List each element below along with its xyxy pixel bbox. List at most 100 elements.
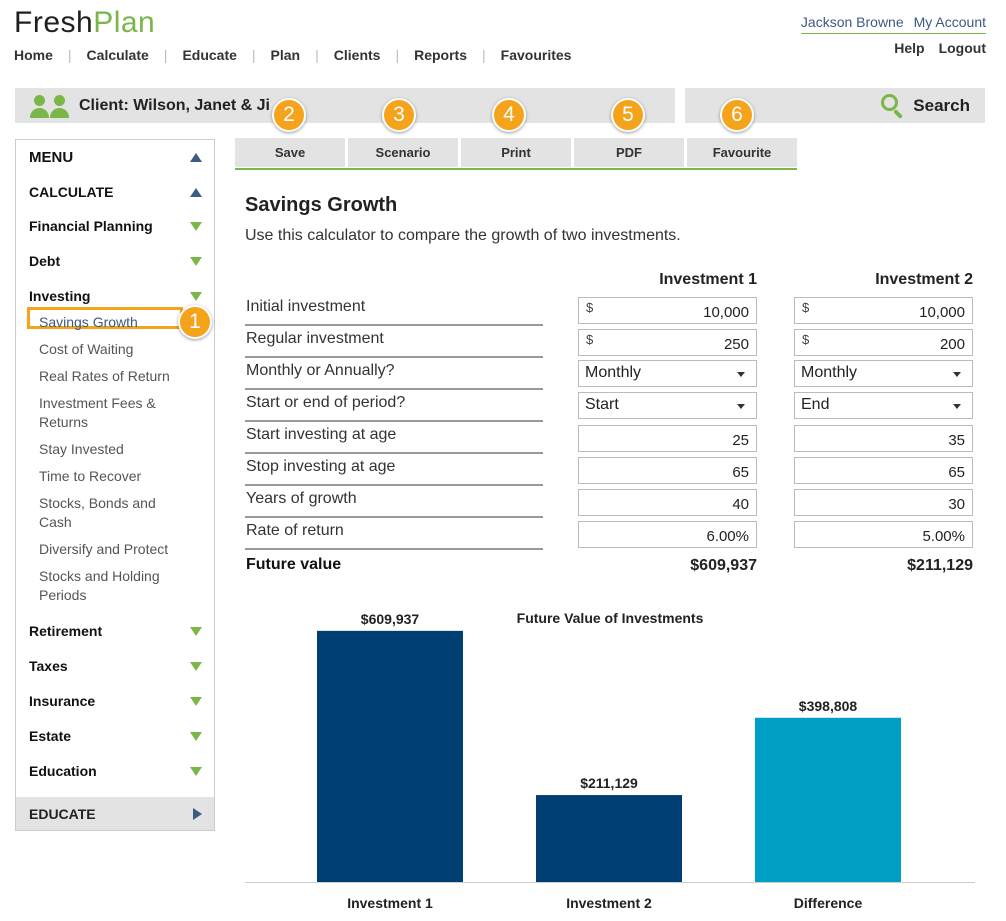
period-timing-select-2[interactable]: End bbox=[794, 392, 973, 419]
sidebar-item-taxes[interactable]: Taxes bbox=[29, 658, 202, 674]
user-name-link[interactable]: Jackson Browne bbox=[800, 14, 904, 30]
nav-plan[interactable]: Plan bbox=[270, 47, 301, 63]
chart-bar-0 bbox=[317, 630, 463, 882]
logout-link[interactable]: Logout bbox=[938, 40, 986, 56]
sidebar-subitem-stay-invested[interactable]: Stay Invested bbox=[39, 441, 124, 457]
field-value: 65 bbox=[948, 464, 965, 481]
fresh-plan-logo[interactable]: FreshPlan bbox=[14, 6, 155, 40]
pdf-button[interactable]: PDF bbox=[574, 138, 684, 167]
frequency-select-2[interactable]: Monthly bbox=[794, 360, 973, 387]
sidebar-item-insurance[interactable]: Insurance bbox=[29, 693, 202, 709]
callout-badge-6: 6 bbox=[720, 98, 754, 132]
page-title: Savings Growth bbox=[245, 194, 398, 216]
chart-category-label-2: Difference bbox=[794, 895, 863, 911]
nav-reports[interactable]: Reports bbox=[414, 47, 467, 63]
label-start-or-end-of-period: Start or end of period? bbox=[245, 392, 543, 422]
expand-triangle-icon bbox=[190, 291, 202, 301]
print-button[interactable]: Print bbox=[461, 138, 571, 167]
sidebar-item-debt[interactable]: Debt bbox=[29, 253, 202, 269]
label-monthly-or-annually: Monthly or Annually? bbox=[245, 360, 543, 390]
frequency-select-1[interactable]: Monthly bbox=[578, 360, 757, 387]
period-timing-select-1[interactable]: Start bbox=[578, 392, 757, 419]
column-header-investment-1: Investment 1 bbox=[659, 271, 757, 288]
favourite-button[interactable]: Favourite bbox=[687, 138, 797, 167]
client-name: Client: Wilson, Janet & Ji bbox=[79, 96, 270, 114]
sidebar-item-education[interactable]: Education bbox=[29, 763, 202, 779]
initial-investment-input-1[interactable]: $10,000 bbox=[578, 297, 757, 324]
nav-home[interactable]: Home bbox=[14, 47, 53, 63]
scenario-button[interactable]: Scenario bbox=[348, 138, 458, 167]
menu-header[interactable]: MENU bbox=[29, 149, 202, 166]
nav-separator: | bbox=[251, 47, 256, 63]
rate-of-return-input-2[interactable]: 5.00% bbox=[794, 521, 973, 548]
callout-badge-5: 5 bbox=[611, 98, 645, 132]
chart-data-label-0: $609,937 bbox=[361, 611, 420, 627]
nav-separator: | bbox=[395, 47, 400, 63]
sidebar-item-retirement[interactable]: Retirement bbox=[29, 623, 202, 639]
nav-calculate[interactable]: Calculate bbox=[86, 47, 149, 63]
sidebar-subitem-time-to-recover[interactable]: Time to Recover bbox=[39, 468, 142, 484]
currency-symbol: $ bbox=[802, 300, 810, 315]
menu-educate[interactable]: EDUCATE bbox=[16, 797, 214, 830]
future-value-investment-1: $609,937 bbox=[690, 557, 757, 574]
callout-badge-1: 1 bbox=[178, 305, 212, 339]
sidebar-subitem-cost-of-waiting[interactable]: Cost of Waiting bbox=[39, 341, 134, 357]
select-value: Monthly bbox=[801, 364, 858, 381]
field-value: 250 bbox=[723, 336, 749, 353]
nav-separator: | bbox=[315, 47, 319, 63]
rate-of-return-input-1[interactable]: 6.00% bbox=[578, 521, 757, 548]
stop-age-input-2[interactable]: 65 bbox=[794, 457, 973, 484]
sidebar-subitem-stocks-holding-periods[interactable]: Stocks and Holding Periods bbox=[39, 568, 160, 603]
years-of-growth-input-1[interactable]: 40 bbox=[578, 489, 757, 516]
nav-separator: | bbox=[482, 47, 486, 63]
dropdown-caret-icon bbox=[953, 372, 961, 377]
nav-favourites[interactable]: Favourites bbox=[500, 47, 572, 63]
logo-text-plan: Plan bbox=[93, 6, 156, 39]
sidebar-subitem-real-rates-of-return[interactable]: Real Rates of Return bbox=[39, 368, 170, 384]
sidebar-subitem-stocks-bonds-cash[interactable]: Stocks, Bonds and Cash bbox=[39, 495, 156, 530]
sidebar-subitem-savings-growth[interactable]: Savings Growth bbox=[39, 314, 138, 330]
expand-right-triangle-icon bbox=[193, 807, 202, 820]
field-value: 5.00% bbox=[922, 528, 965, 545]
client-bar[interactable]: Client: Wilson, Janet & Ji bbox=[15, 88, 675, 123]
label-future-value: Future value bbox=[246, 556, 342, 573]
sidebar-item-label: Retirement bbox=[29, 623, 103, 639]
save-button[interactable]: Save bbox=[235, 138, 345, 167]
sidebar-item-label: Financial Planning bbox=[29, 218, 153, 234]
nav-educate[interactable]: Educate bbox=[182, 47, 237, 63]
dropdown-caret-icon bbox=[737, 404, 745, 409]
start-age-input-1[interactable]: 25 bbox=[578, 425, 757, 452]
field-value: 10,000 bbox=[703, 304, 749, 321]
my-account-link[interactable]: My Account bbox=[913, 14, 986, 30]
regular-investment-input-2[interactable]: $200 bbox=[794, 329, 973, 356]
field-value: 40 bbox=[732, 496, 749, 513]
menu-calculate-label: CALCULATE bbox=[29, 184, 114, 200]
menu-calculate[interactable]: CALCULATE bbox=[29, 184, 202, 200]
account-links: Jackson Browne My Account bbox=[800, 14, 986, 34]
regular-investment-input-1[interactable]: $250 bbox=[578, 329, 757, 356]
label-stop-investing-age: Stop investing at age bbox=[245, 456, 543, 486]
callout-badge-3: 3 bbox=[382, 98, 416, 132]
clients-icon bbox=[29, 91, 73, 121]
help-link[interactable]: Help bbox=[894, 40, 925, 56]
sidebar-subitem-diversify-and-protect[interactable]: Diversify and Protect bbox=[39, 541, 169, 557]
stop-age-input-1[interactable]: 65 bbox=[578, 457, 757, 484]
start-age-input-2[interactable]: 35 bbox=[794, 425, 973, 452]
years-of-growth-input-2[interactable]: 30 bbox=[794, 489, 973, 516]
sidebar-item-financial-planning[interactable]: Financial Planning bbox=[29, 218, 202, 234]
select-value: Monthly bbox=[585, 364, 642, 381]
label-start-investing-age: Start investing at age bbox=[245, 424, 543, 454]
initial-investment-input-2[interactable]: $10,000 bbox=[794, 297, 973, 324]
field-value: 6.00% bbox=[706, 528, 749, 545]
help-logout-links: Help Logout bbox=[894, 40, 986, 56]
expand-triangle-icon bbox=[190, 256, 202, 266]
sidebar-item-investing[interactable]: Investing bbox=[29, 288, 202, 304]
sidebar-subitem-investment-fees[interactable]: Investment Fees & Returns bbox=[39, 395, 156, 430]
sidebar-item-estate[interactable]: Estate bbox=[29, 728, 202, 744]
field-value: 10,000 bbox=[919, 304, 965, 321]
top-navigation: Home | Calculate | Educate | Plan | Clients |… bbox=[14, 47, 571, 63]
future-value-chart: Future Value of Investments $609,937 Inves… bbox=[245, 610, 975, 911]
action-toolbar: Save Scenario Print PDF Favourite bbox=[235, 138, 797, 170]
nav-clients[interactable]: Clients bbox=[333, 47, 381, 63]
expand-triangle-icon bbox=[190, 766, 202, 776]
